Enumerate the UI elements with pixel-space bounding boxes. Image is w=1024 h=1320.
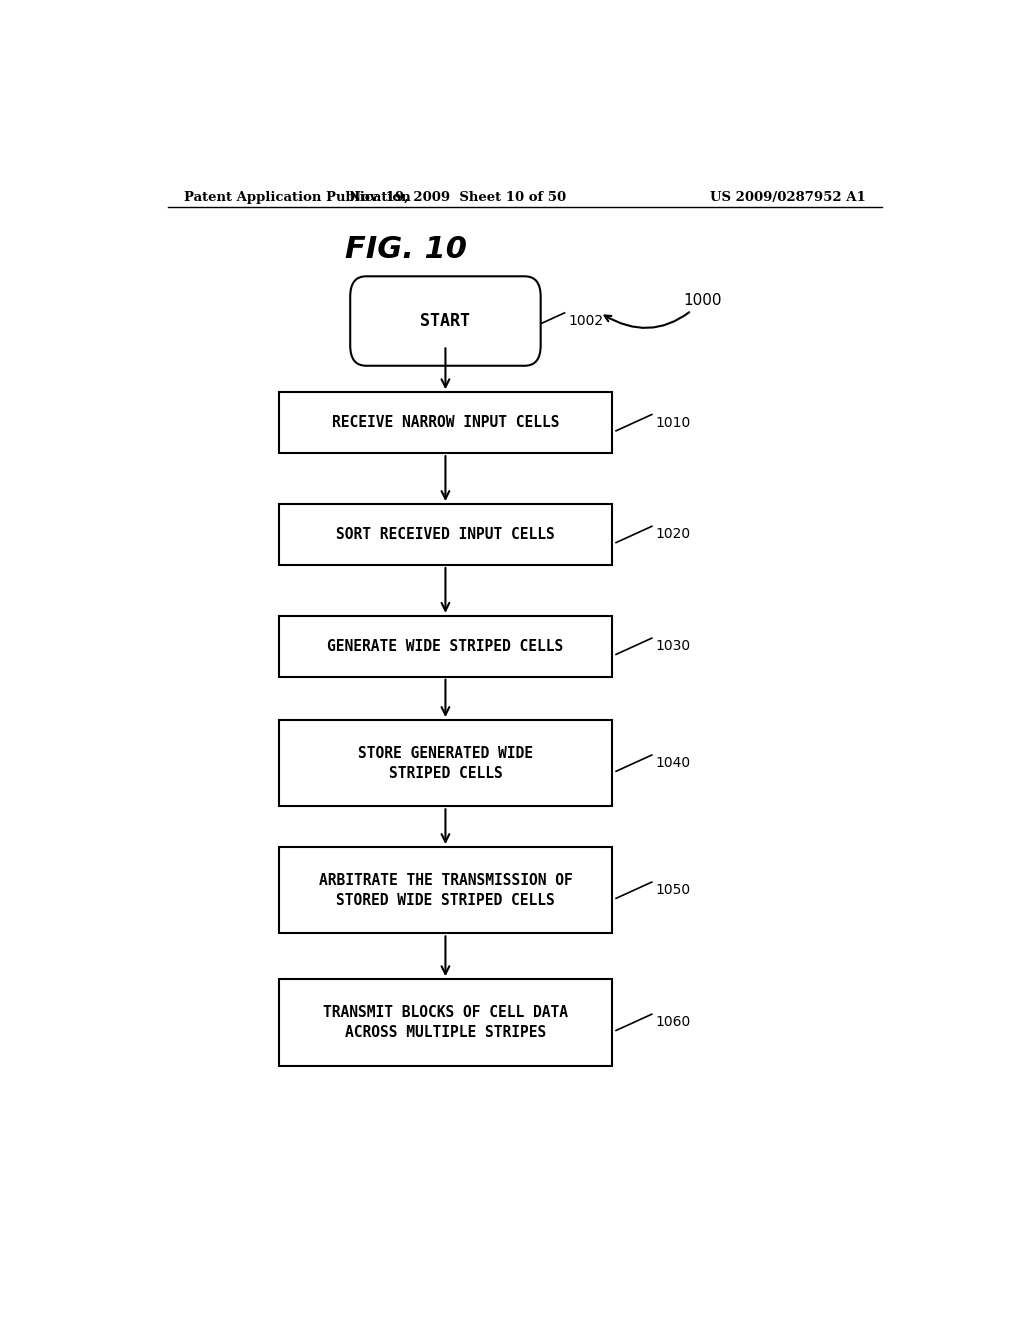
Bar xyxy=(279,847,612,933)
Bar xyxy=(279,392,612,453)
Text: FIG. 10: FIG. 10 xyxy=(345,235,467,264)
Text: 1002: 1002 xyxy=(568,314,603,329)
Text: 1000: 1000 xyxy=(604,293,722,327)
Bar xyxy=(279,615,612,677)
Text: STORE GENERATED WIDE
STRIPED CELLS: STORE GENERATED WIDE STRIPED CELLS xyxy=(358,746,532,780)
Text: 1050: 1050 xyxy=(655,883,691,898)
Text: 1010: 1010 xyxy=(655,416,691,430)
Text: TRANSMIT BLOCKS OF CELL DATA
ACROSS MULTIPLE STRIPES: TRANSMIT BLOCKS OF CELL DATA ACROSS MULT… xyxy=(323,1005,568,1040)
Bar xyxy=(279,719,612,807)
Text: Patent Application Publication: Patent Application Publication xyxy=(183,190,411,203)
Text: 1040: 1040 xyxy=(655,756,691,770)
Bar xyxy=(279,979,612,1065)
FancyBboxPatch shape xyxy=(350,276,541,366)
Text: SORT RECEIVED INPUT CELLS: SORT RECEIVED INPUT CELLS xyxy=(336,527,555,543)
Text: 1030: 1030 xyxy=(655,639,691,653)
Text: RECEIVE NARROW INPUT CELLS: RECEIVE NARROW INPUT CELLS xyxy=(332,416,559,430)
Text: US 2009/0287952 A1: US 2009/0287952 A1 xyxy=(711,190,866,203)
Text: 1060: 1060 xyxy=(655,1015,691,1030)
Bar xyxy=(279,504,612,565)
Text: START: START xyxy=(421,312,470,330)
Text: Nov. 19, 2009  Sheet 10 of 50: Nov. 19, 2009 Sheet 10 of 50 xyxy=(349,190,566,203)
Text: ARBITRATE THE TRANSMISSION OF
STORED WIDE STRIPED CELLS: ARBITRATE THE TRANSMISSION OF STORED WID… xyxy=(318,873,572,908)
Text: 1020: 1020 xyxy=(655,528,691,541)
Text: GENERATE WIDE STRIPED CELLS: GENERATE WIDE STRIPED CELLS xyxy=(328,639,563,653)
